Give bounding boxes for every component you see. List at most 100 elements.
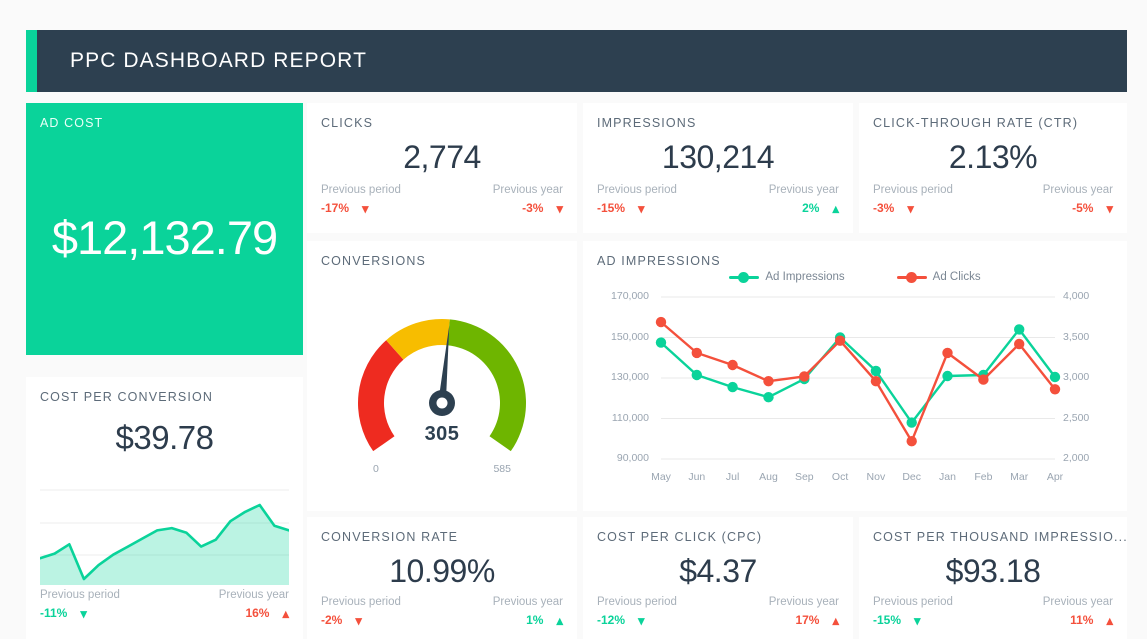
comparison-label: Previous year — [768, 184, 839, 196]
legend-item: Ad Clicks — [896, 271, 981, 283]
arrow-up-icon: ▴ — [282, 605, 289, 621]
card-impressions[interactable]: IMPRESSIONS 130,214 Previous period -15% ▾ Pr… — [583, 103, 853, 233]
comparison-delta: -3% — [522, 201, 544, 215]
x-axis-tick: Mar — [1010, 471, 1029, 483]
card-title-conversions: CONVERSIONS — [321, 254, 427, 268]
x-axis-tick: May — [651, 471, 671, 483]
comparison-previous-period: Previous period -15% ▾ — [873, 596, 953, 627]
comparison-value-previous-year: 16% ▴ — [219, 606, 289, 620]
line-chart-svg — [655, 296, 1061, 460]
comparison-delta: -5% — [1072, 201, 1094, 215]
comparison-value: -3% ▾ — [493, 201, 563, 215]
arrow-down-icon: ▾ — [1106, 200, 1113, 216]
clicks-comparisons: Previous period -17% ▾ Previous year -3% ▾ — [307, 184, 577, 215]
comparison-previous-period: Previous period -17% ▾ — [321, 184, 401, 215]
comparison-previous-year: Previous year 2% ▴ — [769, 184, 839, 215]
card-click-through-rate[interactable]: CLICK-THROUGH RATE (CTR) 2.13% Previous pe… — [859, 103, 1127, 233]
x-axis-tick: Dec — [902, 471, 922, 483]
comparison-previous-period: Previous period -15% ▾ — [597, 184, 677, 215]
comparison-delta: -15% — [873, 613, 902, 627]
comparison-delta: 16% — [245, 606, 270, 620]
convrate-comparisons: Previous period -2% ▾ Previous year 1% ▴ — [307, 596, 577, 627]
card-title-cpc: COST PER CLICK (CPC) — [597, 530, 763, 544]
gauge-min-label: 0 — [373, 463, 379, 475]
comparison-previous-year: Previous year 16% ▴ — [219, 589, 289, 620]
card-ad-cost[interactable]: AD COST $12,132.79 — [26, 103, 303, 355]
comparison-previous-period: Previous period -12% ▾ — [597, 596, 677, 627]
comparison-previous-period: Previous period -3% ▾ — [873, 184, 953, 215]
comparison-delta: 1% — [526, 613, 544, 627]
comparison-delta: 17% — [795, 613, 820, 627]
x-axis-tick: Jan — [939, 471, 956, 483]
x-axis-tick: Jul — [725, 471, 740, 483]
x-axis-tick: Sep — [794, 471, 814, 483]
card-title-convrate: CONVERSION RATE — [321, 530, 459, 544]
comparison-previous-year: Previous year -5% ▾ — [1043, 184, 1113, 215]
legend-swatch-icon — [896, 271, 927, 283]
card-ad-impressions[interactable]: AD IMPRESSIONS Ad Impressions Ad Clicks 9… — [583, 241, 1127, 511]
ctr-comparisons: Previous period -3% ▾ Previous year -5% ▾ — [859, 184, 1127, 215]
comparison-label: Previous year — [1042, 596, 1113, 608]
comparison-delta: -11% — [40, 606, 68, 620]
y2-axis-tick: 4,000 — [1063, 290, 1090, 302]
card-cost-per-click[interactable]: COST PER CLICK (CPC) $4.37 Previous period… — [583, 517, 853, 639]
clicks-value: 2,774 — [403, 139, 481, 175]
comparison-value: 2% ▴ — [769, 201, 839, 215]
y2-axis-tick: 3,500 — [1063, 330, 1090, 343]
cost-per-conversion-comparisons: Previous period -11% ▾ Previous year 16%… — [26, 589, 303, 620]
gauge-max-label: 585 — [493, 463, 511, 475]
gauge-svg — [358, 318, 527, 452]
gauge-value: 305 — [424, 423, 460, 445]
comparison-value: -12% ▾ — [597, 613, 677, 627]
legend-label: Ad Impressions — [765, 271, 845, 283]
card-title-cpm: COST PER THOUSAND IMPRESSIO... — [873, 530, 1128, 544]
comparison-previous-year: Previous year 17% ▴ — [769, 596, 839, 627]
comparison-label: Previous year — [492, 184, 563, 196]
convrate-value: 10.99% — [389, 553, 495, 589]
y-axis-tick: 150,000 — [611, 330, 649, 343]
comparison-previous-year: Previous year -3% ▾ — [493, 184, 563, 215]
card-conversions[interactable]: CONVERSIONS 305 0 585 — [307, 241, 577, 511]
comparison-label: Previous period — [321, 184, 401, 196]
comparison-label: Previous period — [597, 184, 677, 196]
legend-item: Ad Impressions — [729, 271, 845, 283]
impressions-comparisons: Previous period -15% ▾ Previous year 2% ▴ — [583, 184, 853, 215]
arrow-up-icon: ▴ — [832, 200, 839, 216]
arrow-down-icon: ▾ — [638, 200, 645, 216]
y2-axis-tick: 2,500 — [1063, 411, 1090, 424]
header-accent-bar — [26, 30, 37, 92]
y-axis-tick: 170,000 — [611, 290, 649, 302]
ctr-value: 2.13% — [948, 139, 1038, 175]
comparison-label: Previous period — [873, 184, 953, 196]
comparison-delta: 11% — [1070, 613, 1094, 627]
card-clicks[interactable]: CLICKS 2,774 Previous period -17% ▾ Previous … — [307, 103, 577, 233]
y-axis-tick: 130,000 — [611, 371, 649, 383]
comparison-value: -17% ▾ — [321, 201, 401, 215]
arrow-down-icon: ▾ — [907, 200, 914, 216]
comparison-delta: -17% — [321, 201, 350, 215]
arrow-down-icon: ▾ — [556, 200, 563, 216]
card-title-clicks: CLICKS — [321, 116, 374, 130]
y2-axis-tick: 3,000 — [1063, 371, 1090, 383]
conversions-gauge: 305 0 585 — [307, 275, 577, 495]
comparison-value-previous-period: -11% ▾ — [40, 606, 120, 620]
comparison-label: Previous year — [1042, 184, 1113, 196]
card-conversion-rate[interactable]: CONVERSION RATE 10.99% Previous period -2% ▾… — [307, 517, 577, 639]
card-cost-per-thousand-impressions[interactable]: COST PER THOUSAND IMPRESSIO... $93.18 Prev… — [859, 517, 1127, 639]
cost-per-conversion-sparkline — [40, 489, 289, 585]
comparison-value: -2% ▾ — [321, 613, 401, 627]
comparison-value: -5% ▾ — [1043, 201, 1113, 215]
y2-axis-tick: 2,000 — [1063, 452, 1090, 464]
y-axis-tick: 110,000 — [611, 411, 649, 424]
arrow-up-icon: ▴ — [556, 612, 563, 628]
comparison-label: Previous period — [873, 596, 953, 608]
cpc-comparisons: Previous period -12% ▾ Previous year 17% ▴ — [583, 596, 853, 627]
arrow-down-icon: ▾ — [638, 612, 645, 628]
comparison-value: -15% ▾ — [597, 201, 677, 215]
card-cost-per-conversion[interactable]: COST PER CONVERSION $39.78 Previous peri… — [26, 377, 303, 639]
cpc-value: $4.37 — [679, 553, 757, 589]
cpm-value: $93.18 — [945, 553, 1041, 589]
comparison-delta: 2% — [802, 201, 820, 215]
card-title-ad-impressions: AD IMPRESSIONS — [597, 254, 721, 268]
